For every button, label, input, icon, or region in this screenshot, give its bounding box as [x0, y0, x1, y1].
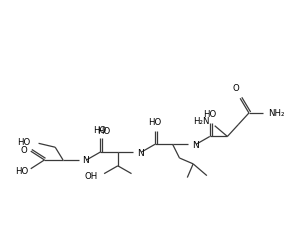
- Text: HO: HO: [94, 125, 107, 134]
- Text: HO: HO: [15, 166, 28, 176]
- Text: OH: OH: [84, 171, 97, 180]
- Text: HO: HO: [97, 126, 111, 135]
- Text: O: O: [233, 84, 240, 93]
- Text: HO: HO: [203, 109, 216, 118]
- Text: HO: HO: [18, 137, 31, 146]
- Text: N: N: [192, 140, 199, 149]
- Text: HO: HO: [148, 117, 162, 126]
- Text: H₂N: H₂N: [193, 117, 210, 126]
- Text: O: O: [21, 145, 27, 154]
- Text: N: N: [83, 156, 89, 165]
- Text: NH₂: NH₂: [268, 109, 285, 118]
- Text: N: N: [137, 148, 144, 157]
